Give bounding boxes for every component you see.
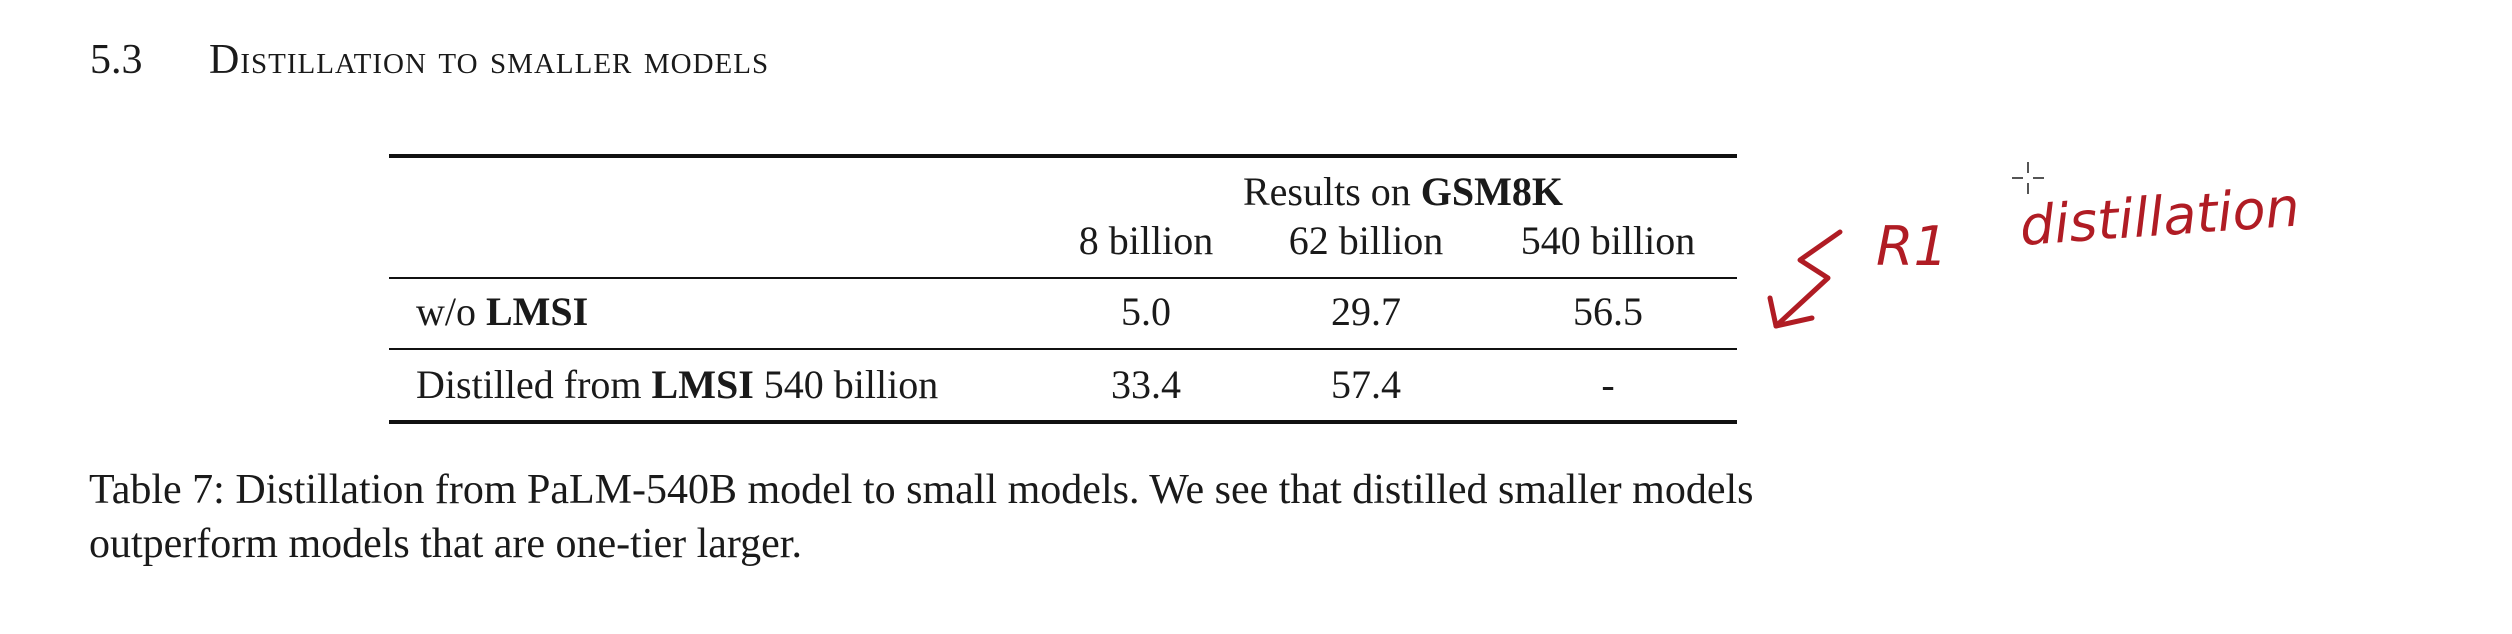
column-header-540b: 540 billion	[1520, 218, 1696, 263]
table-group-header: Results on GSM8K	[1069, 164, 1737, 220]
section-number: 5.3	[90, 37, 143, 83]
table-mid-rule	[389, 277, 1737, 279]
caption-line-1: Table 7: Distillation from PaLM-540B mod…	[89, 467, 1754, 513]
row-label-bold: LMSI	[651, 362, 754, 407]
handwritten-annotation: R1 distillation	[1740, 140, 2340, 360]
column-header-62b: 62 billion	[1288, 218, 1444, 263]
caption-line-2: outperform models that are one-tier larg…	[89, 521, 802, 567]
row-label: w/o LMSI	[416, 284, 588, 340]
annotation-label: R1	[1876, 215, 1948, 278]
table-caption: Table 7: Distillation from PaLM-540B mod…	[89, 463, 2389, 571]
table-cell: 56.5	[1573, 289, 1643, 334]
row-label-bold: LMSI	[486, 289, 589, 334]
row-label-prefix: Distilled from	[416, 362, 642, 407]
group-header-dataset: GSM8K	[1420, 169, 1564, 214]
crosshair-cursor-icon	[2012, 162, 2044, 194]
row-label: Distilled from LMSI 540 billion	[416, 357, 938, 413]
row-label-suffix: 540 billion	[763, 362, 939, 407]
row-label-prefix: w/o	[416, 289, 476, 334]
table-bottom-rule	[389, 420, 1737, 424]
table-cell: 5.0	[1121, 289, 1171, 334]
table-mid-rule-2	[389, 348, 1737, 350]
table-cell: 29.7	[1331, 289, 1401, 334]
table-top-rule	[389, 154, 1737, 158]
table-cell: 33.4	[1111, 362, 1181, 407]
group-header-prefix: Results on	[1242, 169, 1411, 214]
annotation-arrow-icon	[1767, 229, 1843, 329]
section-heading: 5.3 Distillation to smaller models	[90, 28, 769, 92]
table-cell: 57.4	[1331, 362, 1401, 407]
section-title: Distillation to smaller models	[209, 37, 770, 83]
column-header-8b: 8 billion	[1078, 218, 1214, 263]
results-table: Results on GSM8K 8 billion 62 billion 54…	[389, 154, 1737, 424]
annotation-word: distillation	[2017, 175, 2302, 258]
table-cell: -	[1601, 362, 1615, 407]
